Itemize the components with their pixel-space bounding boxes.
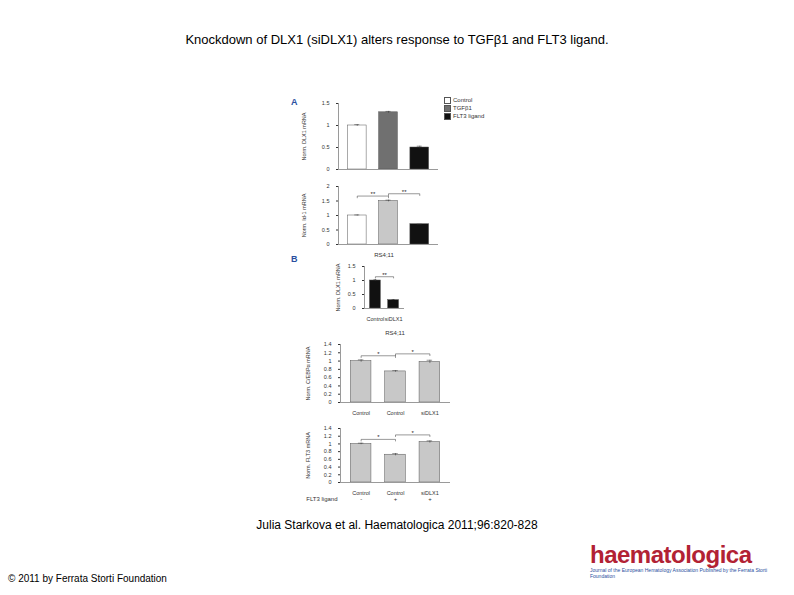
svg-text:0.6: 0.6 (324, 374, 332, 380)
html-text:TGFβ1: TGFβ1 (453, 105, 472, 111)
svg-text:2: 2 (326, 183, 329, 189)
svg-text:+: + (428, 496, 432, 502)
svg-text:Control: Control (386, 490, 405, 497)
svg-text:0.5: 0.5 (322, 227, 330, 233)
svg-text:siDLX1: siDLX1 (385, 316, 403, 322)
svg-text:0.5: 0.5 (348, 291, 356, 297)
svg-text:1.4: 1.4 (324, 341, 332, 347)
svg-text:0.5: 0.5 (322, 144, 330, 150)
svg-text:*: * (377, 434, 380, 440)
html-text:Julia Starkova et al. Haematol: Julia Starkova et al. Haematologica 2011… (256, 518, 538, 532)
svg-text:1.4: 1.4 (324, 425, 332, 431)
svg-text:siDLX1: siDLX1 (421, 490, 439, 497)
html-text:RS4;11: RS4;11 (374, 252, 394, 258)
svg-text:0.4: 0.4 (324, 464, 332, 470)
svg-text:0.6: 0.6 (324, 456, 332, 462)
svg-text:1: 1 (352, 277, 355, 283)
svg-text:-: - (360, 496, 362, 502)
svg-text:0: 0 (328, 399, 331, 405)
svg-text:**: ** (382, 272, 387, 278)
svg-text:Control: Control (352, 490, 370, 497)
svg-text:FLT3 ligand: FLT3 ligand (306, 496, 337, 502)
svg-text:Control: Control (367, 316, 385, 322)
svg-text:0.8: 0.8 (324, 366, 332, 372)
html-text:Knockdown of DLX1 (siDLX1) alt: Knockdown of DLX1 (siDLX1) alters respon… (185, 32, 609, 47)
svg-text:*: * (412, 430, 415, 436)
svg-text:1.5: 1.5 (348, 263, 356, 269)
html-text:B: B (291, 254, 298, 264)
svg-text:0.2: 0.2 (324, 391, 332, 397)
svg-text:1.5: 1.5 (322, 100, 330, 106)
svg-text:1: 1 (326, 212, 329, 218)
svg-text:Norm. DLX1 mRNA: Norm. DLX1 mRNA (335, 263, 341, 311)
svg-text:1.2: 1.2 (324, 433, 332, 439)
svg-text:siDLX1: siDLX1 (421, 410, 439, 416)
svg-text:1.2: 1.2 (324, 350, 332, 356)
svg-text:1.5: 1.5 (322, 198, 330, 204)
svg-text:0.4: 0.4 (324, 383, 332, 389)
svg-text:0.8: 0.8 (324, 448, 332, 454)
svg-text:**: ** (402, 189, 407, 195)
svg-text:0: 0 (328, 479, 331, 485)
svg-text:0: 0 (352, 305, 355, 311)
svg-text:0: 0 (326, 166, 329, 172)
html-text:haematologica: haematologica (590, 541, 752, 568)
svg-text:Norm. FLT3 mRNA: Norm. FLT3 mRNA (305, 432, 311, 479)
html-text:Journal of the European Hemato: Journal of the European Hematology Assoc… (590, 567, 767, 579)
svg-text:Norm. DLX1 mRNA: Norm. DLX1 mRNA (301, 112, 307, 160)
svg-text:1: 1 (328, 358, 331, 364)
html-text:Control: Control (453, 97, 473, 103)
svg-text:*: * (377, 351, 380, 357)
html-text:FLT3 ligand: FLT3 ligand (453, 113, 485, 119)
html-text:RS4;11: RS4;11 (385, 330, 405, 336)
svg-text:1: 1 (328, 441, 331, 447)
svg-text:*: * (412, 349, 415, 355)
html-text:© 2011 by Ferrata Storti Found: © 2011 by Ferrata Storti Foundation (8, 573, 167, 584)
svg-text:0: 0 (326, 241, 329, 247)
svg-text:Control: Control (387, 410, 405, 416)
svg-text:Norm. Id-1 mRNA: Norm. Id-1 mRNA (301, 193, 307, 237)
svg-text:0.2: 0.2 (324, 472, 332, 478)
svg-text:Norm. C/EBPα mRNA: Norm. C/EBPα mRNA (305, 346, 311, 400)
svg-text:1: 1 (326, 122, 329, 128)
svg-text:+: + (394, 496, 398, 502)
html-text:A: A (291, 97, 298, 107)
svg-text:Control: Control (352, 410, 370, 416)
svg-text:**: ** (371, 191, 376, 197)
